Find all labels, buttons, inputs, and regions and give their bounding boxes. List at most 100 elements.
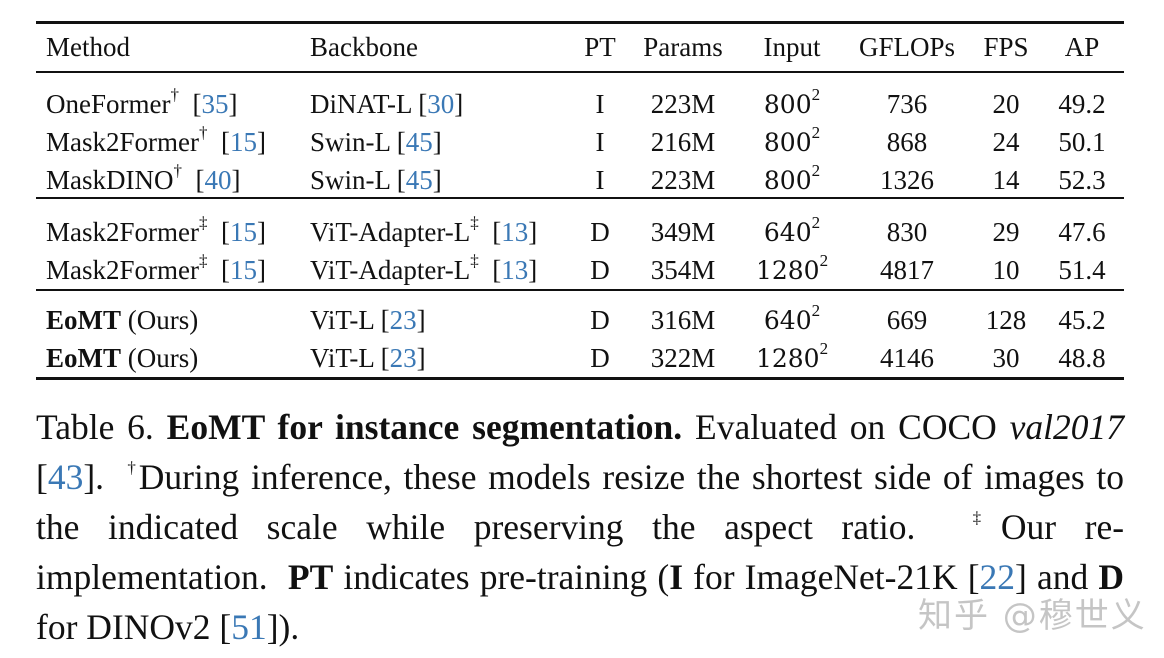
caption-bold: I [669, 557, 684, 597]
cell-method: EoMT (Ours) [46, 301, 198, 339]
method-name: Mask2Former [46, 255, 199, 285]
table-row: Mask2Former‡ [15] ViT-Adapter-L‡ [13] D 349… [0, 213, 1164, 251]
citation-link[interactable]: 51 [231, 607, 267, 647]
input-size: 800 [763, 128, 812, 157]
cell-gflops: 1326 [880, 165, 934, 195]
watermark: 知乎 @穆世义 [918, 596, 1147, 636]
cell-params: 216M [650, 127, 716, 157]
cell-pt: D [590, 343, 610, 373]
footnote-mark: ‡ [198, 213, 208, 232]
backbone-name: Swin-L [310, 127, 390, 157]
header-row: Method Backbone PT Params Input GFLOPs FPS AP [0, 28, 1164, 66]
caption-text: for DINOv2 [36, 607, 211, 647]
input-size: 640 [763, 306, 812, 335]
method-suffix: (Ours) [127, 343, 199, 373]
citation-link[interactable]: 45 [405, 127, 433, 157]
caption-text: indicates pre-training ( [343, 557, 670, 597]
table-row: EoMT (Ours) ViT-L [23] D 322M 12802 4146 30 48.… [0, 339, 1164, 377]
cell-ap: 51.4 [1058, 255, 1106, 285]
input-size: 800 [763, 166, 812, 195]
citation-link[interactable]: 43 [47, 457, 84, 497]
backbone-name: DiNAT-L [310, 89, 412, 119]
cell-method: OneFormer† [35] [46, 85, 238, 119]
cell-params: 316M [650, 305, 716, 335]
method-name: OneFormer [46, 89, 171, 119]
backbone-name: ViT-Adapter-L [310, 217, 471, 247]
cell-gflops: 4817 [880, 255, 934, 285]
group-rule [36, 289, 1124, 291]
cell-params: 354M [650, 255, 716, 285]
cell-input: 6402 [764, 213, 820, 252]
dagger-mark: † [127, 458, 139, 478]
cell-method: EoMT (Ours) [46, 339, 198, 377]
cell-backbone: ViT-Adapter-L‡ [13] [310, 251, 538, 285]
citation-link[interactable]: 23 [389, 343, 417, 373]
method-name: MaskDINO [46, 165, 174, 195]
cell-backbone: DiNAT-L [30] [310, 89, 464, 119]
cell-gflops: 736 [886, 89, 928, 119]
cell-input: 8002 [764, 85, 820, 124]
cell-fps: 14 [992, 165, 1020, 195]
column-header-input: Input [763, 32, 821, 62]
cell-gflops: 4146 [880, 343, 934, 373]
input-size: 800 [763, 90, 812, 119]
input-size: 1280 [755, 256, 820, 285]
backbone-name: Swin-L [310, 165, 390, 195]
caption-text: ]). [266, 607, 300, 647]
exponent: 2 [811, 213, 821, 232]
cell-fps: 10 [992, 255, 1020, 285]
input-size: 1280 [755, 344, 820, 373]
cell-input: 8002 [764, 123, 820, 162]
table-caption: Table 6. EoMT for instance segmentation.… [36, 407, 1125, 647]
method-name: Mask2Former [46, 127, 199, 157]
exponent: 2 [811, 301, 821, 320]
citation-link[interactable]: 45 [405, 165, 433, 195]
footnote-mark: † [198, 123, 208, 142]
table-row: MaskDINO† [40] Swin-L [45] I 223M 8002 1326 14… [0, 161, 1164, 199]
citation-link[interactable]: 15 [229, 217, 257, 247]
cell-method: Mask2Former‡ [15] [46, 251, 266, 285]
method-name: Mask2Former [46, 217, 199, 247]
exponent: 2 [819, 251, 829, 270]
method-name-bold: EoMT [46, 305, 122, 335]
bottom-rule [36, 377, 1124, 380]
citation-link[interactable]: 13 [501, 217, 529, 247]
citation-link[interactable]: 35 [201, 89, 229, 119]
cell-backbone: Swin-L [45] [310, 165, 442, 195]
ddagger-mark: ‡ [972, 508, 1001, 528]
caption-title: EoMT for instance segmentation. [166, 407, 683, 447]
group-rule [36, 197, 1124, 199]
cell-input: 12802 [756, 251, 828, 290]
citation-link[interactable]: 15 [229, 255, 257, 285]
caption-text: During inference, these models resize th… [36, 457, 1124, 547]
caption-text: Evaluated on COCO [695, 407, 997, 447]
citation-link[interactable]: 23 [389, 305, 417, 335]
cell-ap: 45.2 [1058, 305, 1106, 335]
caption-val: val2017 [1009, 407, 1125, 447]
cell-method: Mask2Former† [15] [46, 123, 266, 157]
citation-link[interactable]: 22 [979, 557, 1016, 597]
cell-fps: 29 [992, 217, 1020, 247]
table-row: Mask2Former‡ [15] ViT-Adapter-L‡ [13] D 354… [0, 251, 1164, 289]
exponent: 2 [811, 85, 821, 104]
cell-ap: 49.2 [1058, 89, 1106, 119]
input-size: 640 [763, 218, 812, 247]
citation-link[interactable]: 15 [229, 127, 257, 157]
citation-link[interactable]: 30 [427, 89, 455, 119]
cell-ap: 47.6 [1058, 217, 1106, 247]
citation-link[interactable]: 13 [501, 255, 529, 285]
footnote-mark: ‡ [470, 251, 479, 270]
cell-pt: D [590, 217, 610, 247]
backbone-name: ViT-Adapter-L [310, 255, 471, 285]
cell-fps: 24 [992, 127, 1020, 157]
citation-link[interactable]: 40 [204, 165, 232, 195]
cell-backbone: ViT-Adapter-L‡ [13] [310, 213, 538, 247]
cell-input: 6402 [764, 301, 820, 340]
cell-fps: 128 [985, 305, 1027, 335]
column-header-method: Method [46, 32, 130, 62]
cell-backbone: ViT-L [23] [310, 305, 426, 335]
cell-ap: 48.8 [1058, 343, 1106, 373]
top-rule [36, 21, 1124, 24]
cell-params: 223M [650, 89, 716, 119]
backbone-name: ViT-L [310, 343, 374, 373]
